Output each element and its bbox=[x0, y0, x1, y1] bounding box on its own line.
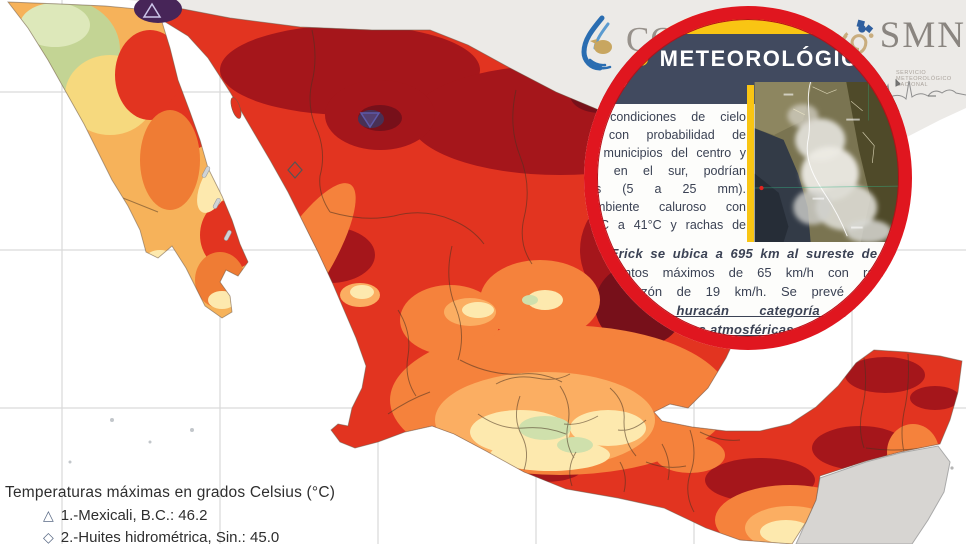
legend-label: 1.-Mexicali, B.C.: 46.2 bbox=[60, 507, 208, 524]
hurricane-category-text: a sea huracán categoría 1 bbox=[586, 303, 858, 318]
bulletin-inset: O METEOROLÓGICO O bbox=[584, 6, 912, 350]
legend-title: Temperaturas máximas en grados Celsius (… bbox=[5, 484, 336, 501]
map-legend: Temperaturas máximas en grados Celsius (… bbox=[5, 484, 335, 546]
title-partial-letter: O bbox=[632, 46, 651, 71]
legend-item-huites: ◇ 2.-Huites hidrométrica, Sin.: 45.0 bbox=[43, 529, 335, 546]
huites-triangle-marker bbox=[359, 112, 381, 129]
satellite-image bbox=[754, 82, 900, 242]
bulletin-line: n condiciones de cielo bbox=[588, 110, 746, 124]
mexicali-triangle-marker bbox=[142, 2, 162, 18]
legend-label: 2.-Huites hidrométrica, Sin.: 45.0 bbox=[60, 529, 280, 546]
bulletin-paragraph-1: n condiciones de cielo , con probabilida… bbox=[588, 108, 746, 234]
bulletin-line: , con probabilidad de bbox=[588, 128, 746, 142]
bulletin-line: 7°C a 41°C y rachas de bbox=[588, 218, 746, 232]
bulletin-title: O METEOROLÓGICO bbox=[632, 46, 878, 71]
bulletin-line: a vientos máximos de 65 km/h con rachas bbox=[586, 265, 902, 280]
bulletin-line: e a razón de 19 km/h. Se prevé que a bbox=[586, 284, 902, 299]
bulletin-line: a sea huracán categoría 1 en bbox=[586, 303, 902, 318]
bulletin-line: ambiente caluroso con bbox=[588, 200, 746, 214]
bulletin-line: n municipios del centro y bbox=[588, 146, 746, 160]
state-borders bbox=[309, 29, 923, 513]
bulletin-yellow-rule bbox=[747, 85, 754, 242]
triangle-marker-glyph: △ bbox=[43, 507, 54, 523]
bulletin-line: nes atmosféricas y bbox=[682, 322, 806, 337]
station-markers bbox=[134, 0, 384, 179]
diamond-marker bbox=[287, 161, 303, 179]
bulletin-yellow-band bbox=[584, 16, 912, 34]
bulletin-line: o, en el sur, podrían bbox=[588, 164, 746, 178]
bulletin-line: as (5 a 25 mm). bbox=[588, 182, 746, 196]
bulletin-paragraph-2: cal Erick se ubica a 695 km al sureste d… bbox=[586, 244, 902, 339]
bulletin-line: cal Erick se ubica a 695 km al sureste d… bbox=[586, 246, 902, 261]
subtitle-partial-letter: O bbox=[614, 72, 629, 92]
islands bbox=[68, 97, 242, 464]
erick-bold-text: Erick se ubica a 695 km al sureste de Pu bbox=[609, 246, 902, 261]
diamond-marker-glyph: ◇ bbox=[43, 529, 54, 545]
legend-item-mexicali: △ 1.-Mexicali, B.C.: 46.2 bbox=[43, 507, 335, 524]
